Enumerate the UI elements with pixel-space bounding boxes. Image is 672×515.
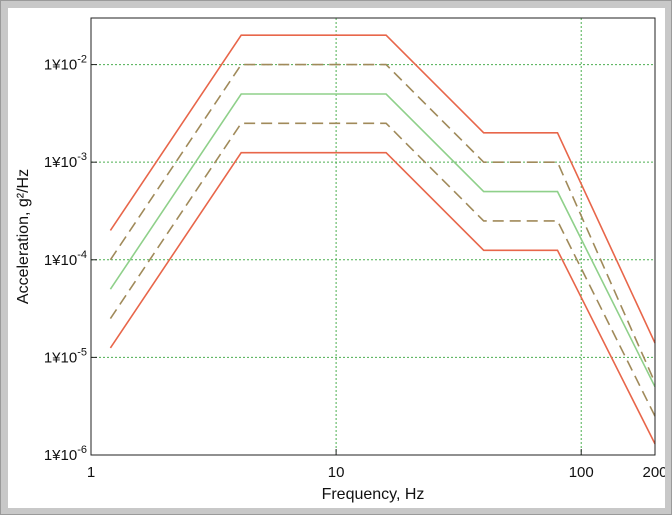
series-line-2 <box>109 63 656 384</box>
series-line-3 <box>109 93 656 388</box>
x-tick-label: 100 <box>569 464 594 481</box>
series-layer <box>109 34 656 445</box>
x-tick-label: 200 <box>642 464 665 481</box>
plot-area-border <box>90 17 656 456</box>
series-line-5 <box>109 151 656 445</box>
y-axis-title: Acceleration, g²/Hz <box>15 169 32 304</box>
x-tick-layer: 1 10 100 200 <box>87 449 665 481</box>
x-tick-label: 10 <box>328 464 345 481</box>
series-line-4 <box>109 122 656 417</box>
y-tick-layer: 1¥10-6 1¥10-5 1¥10-4 1¥10-3 1¥10-2 <box>44 54 97 464</box>
series-line-1 <box>109 34 656 344</box>
y-tick-label: 1¥10-5 <box>44 346 87 366</box>
chart-svg: 1 10 100 200 1¥10-6 1¥10-5 1¥10-4 1¥10-3 1¥10-2… <box>15 17 665 503</box>
grid-layer <box>91 18 655 455</box>
y-tick-label: 1¥10-3 <box>44 151 87 171</box>
x-axis-title: Frequency, Hz <box>322 486 425 503</box>
y-tick-label: 1¥10-2 <box>44 54 87 74</box>
chart-panel: 1 10 100 200 1¥10-6 1¥10-5 1¥10-4 1¥10-3 1¥10-2… <box>8 8 665 508</box>
x-tick-label: 1 <box>87 464 95 481</box>
y-tick-label: 1¥10-4 <box>44 249 87 269</box>
y-tick-label: 1¥10-6 <box>44 444 87 464</box>
